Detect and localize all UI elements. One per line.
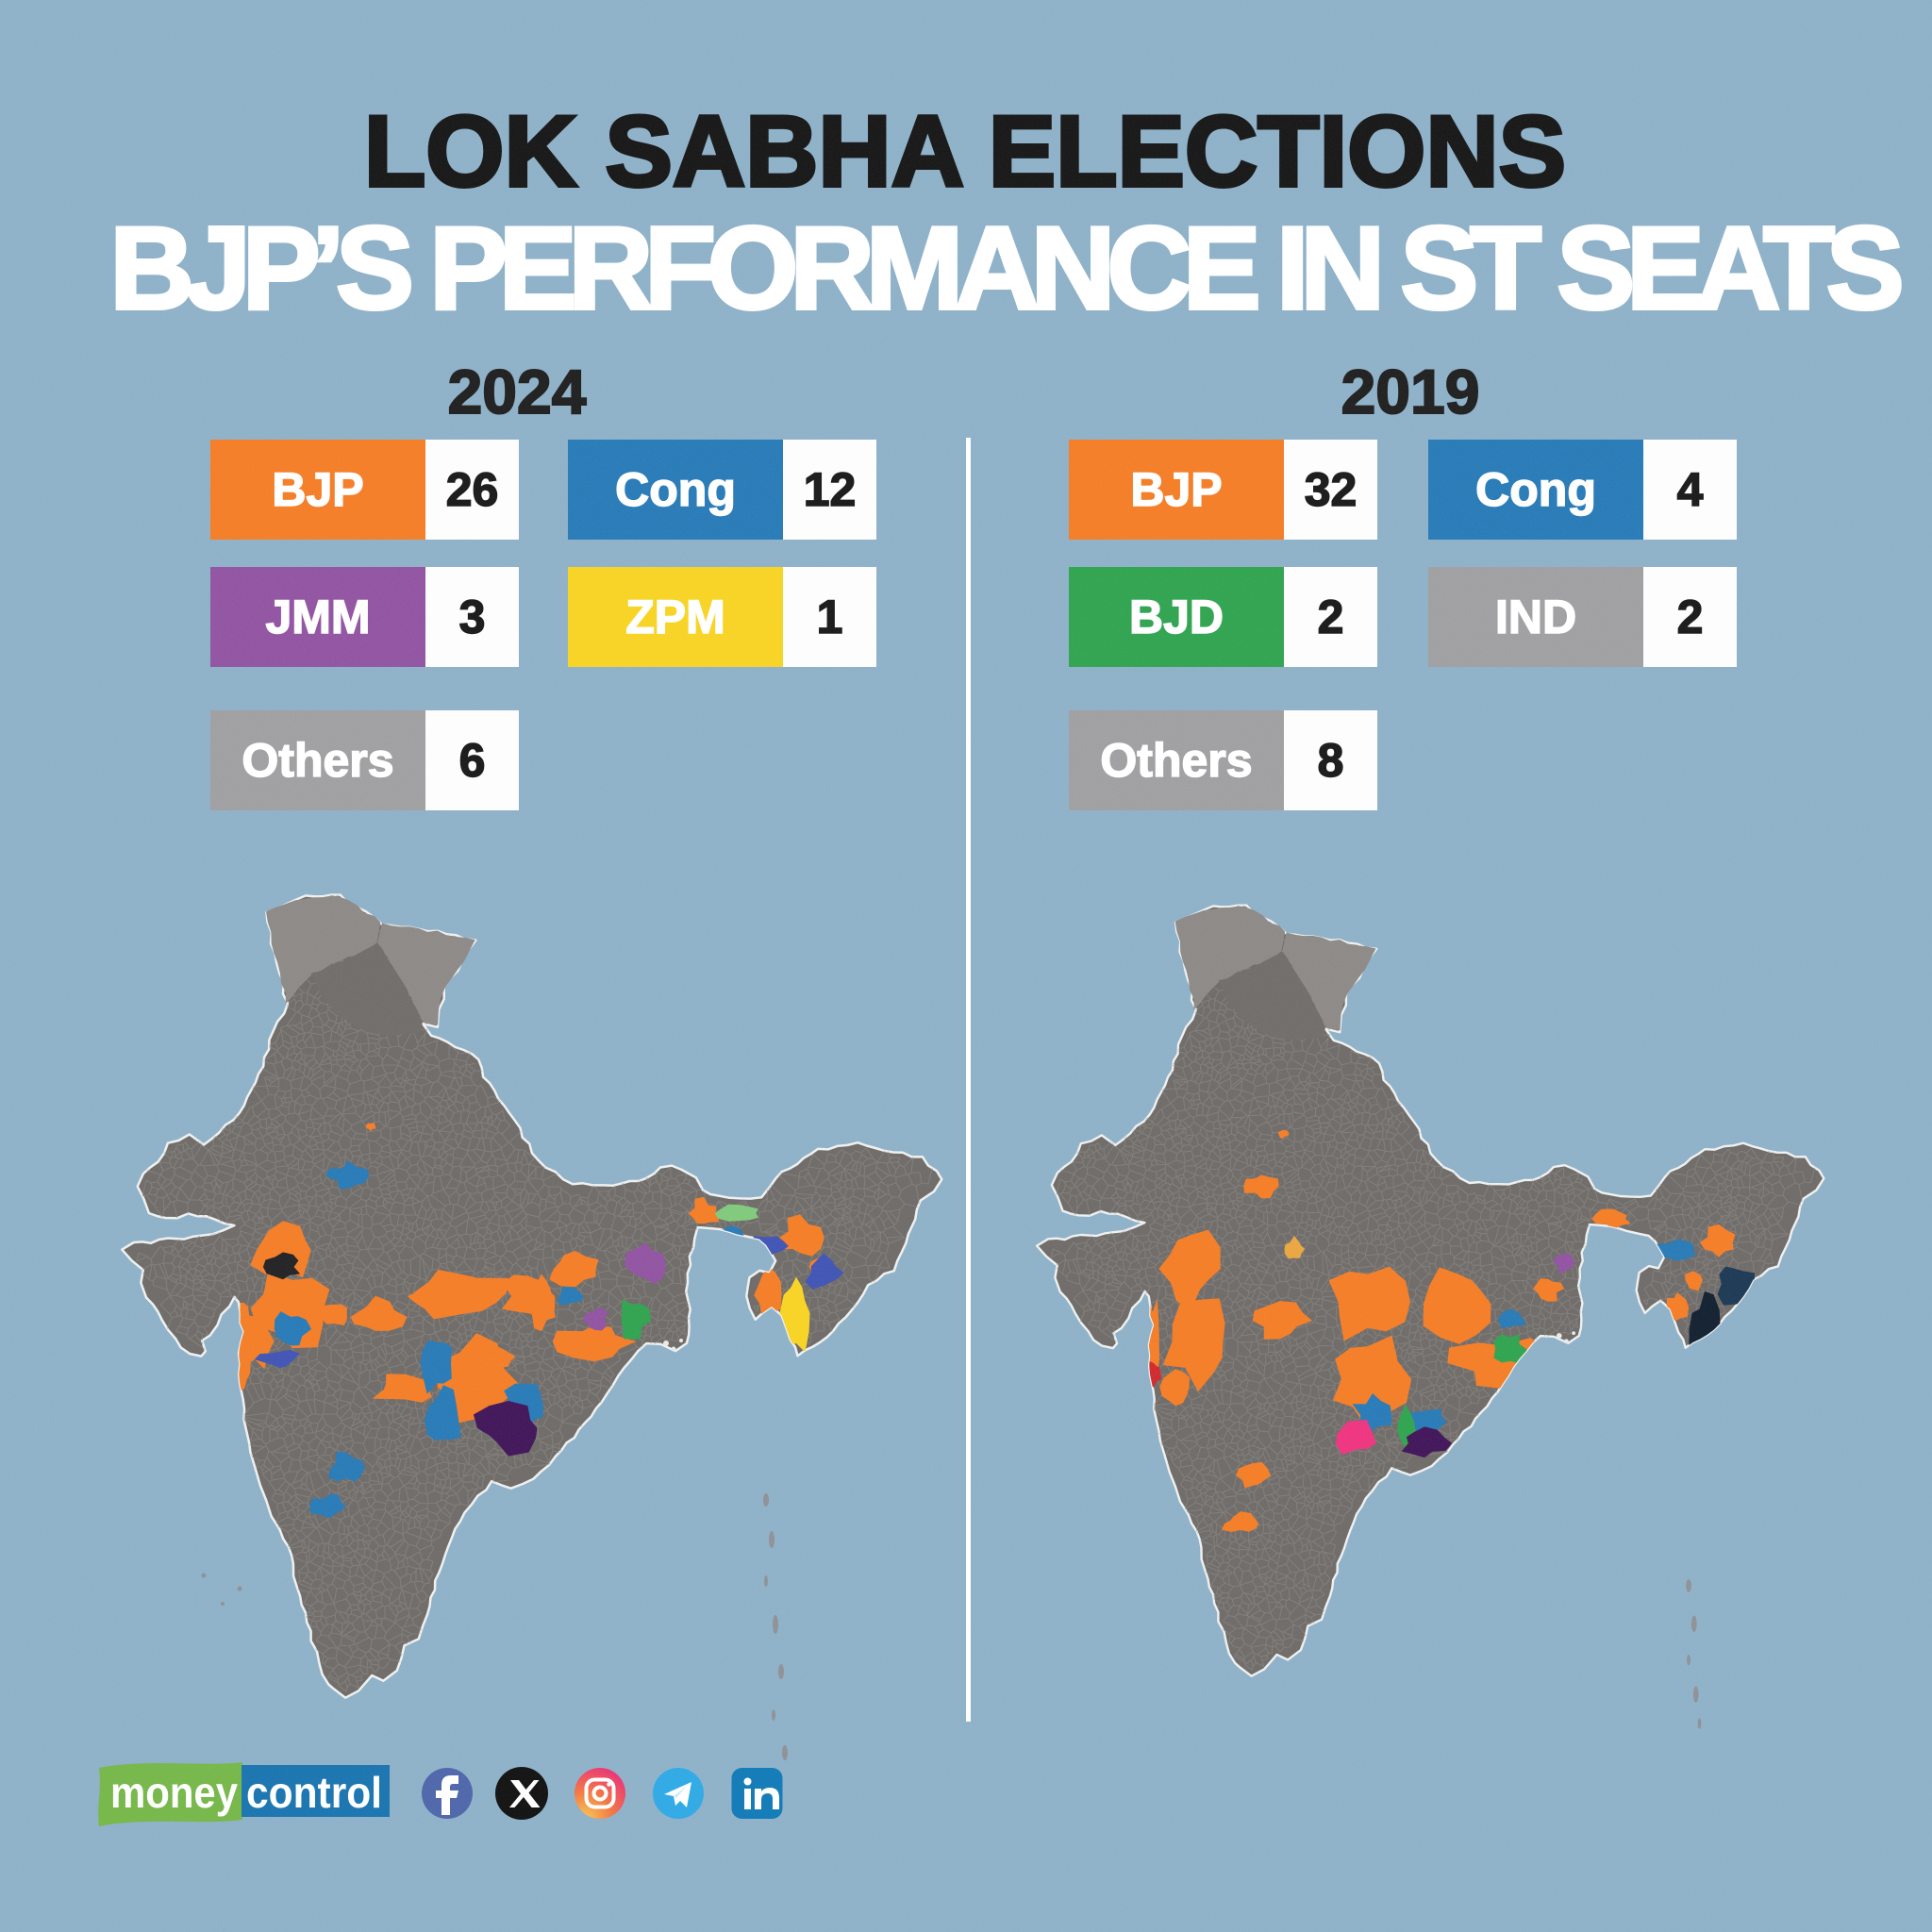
svg-text:money: money xyxy=(110,1768,238,1817)
svg-text:control: control xyxy=(246,1768,382,1817)
